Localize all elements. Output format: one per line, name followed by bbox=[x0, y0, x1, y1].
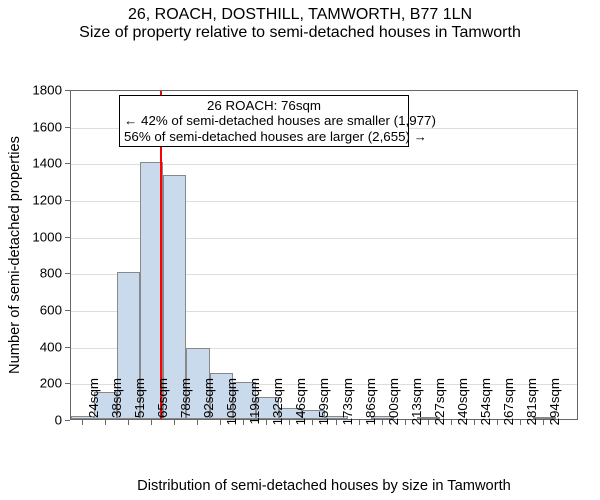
x-tick-mark bbox=[451, 420, 452, 425]
x-tick-label: 240sqm bbox=[455, 378, 470, 428]
x-tick-label: 92sqm bbox=[201, 378, 216, 428]
x-tick-label: 146sqm bbox=[293, 378, 308, 428]
x-tick-mark bbox=[474, 420, 475, 425]
plot-area: 26 ROACH: 76sqm← 42% of semi-detached ho… bbox=[70, 90, 578, 420]
x-tick-label: 24sqm bbox=[86, 378, 101, 428]
x-tick-mark bbox=[382, 420, 383, 425]
x-tick-mark bbox=[543, 420, 544, 425]
y-tick-label: 0 bbox=[28, 413, 62, 428]
y-tick-label: 1000 bbox=[28, 229, 62, 244]
x-tick-label: 200sqm bbox=[386, 378, 401, 428]
x-tick-label: 281sqm bbox=[524, 378, 539, 428]
x-tick-mark bbox=[151, 420, 152, 425]
y-tick-label: 400 bbox=[28, 339, 62, 354]
y-tick-mark bbox=[65, 90, 70, 91]
x-tick-mark bbox=[312, 420, 313, 425]
x-tick-label: 105sqm bbox=[224, 378, 239, 428]
y-axis-label: Number of semi-detached properties bbox=[7, 90, 23, 420]
y-tick-label: 1400 bbox=[28, 156, 62, 171]
x-tick-mark bbox=[289, 420, 290, 425]
x-tick-mark bbox=[266, 420, 267, 425]
x-tick-mark bbox=[405, 420, 406, 425]
y-tick-label: 200 bbox=[28, 376, 62, 391]
y-tick-label: 600 bbox=[28, 303, 62, 318]
y-tick-label: 1600 bbox=[28, 119, 62, 134]
x-tick-label: 119sqm bbox=[247, 378, 262, 428]
x-tick-mark bbox=[128, 420, 129, 425]
y-tick-mark bbox=[65, 347, 70, 348]
y-tick-mark bbox=[65, 237, 70, 238]
y-tick-label: 1200 bbox=[28, 193, 62, 208]
x-tick-label: 186sqm bbox=[363, 378, 378, 428]
title-line-2: Size of property relative to semi-detach… bbox=[0, 24, 600, 42]
annotation-line: 56% of semi-detached houses are larger (… bbox=[124, 129, 404, 144]
y-tick-mark bbox=[65, 200, 70, 201]
x-tick-mark bbox=[243, 420, 244, 425]
x-tick-mark bbox=[105, 420, 106, 425]
annotation-box: 26 ROACH: 76sqm← 42% of semi-detached ho… bbox=[119, 95, 409, 147]
chart-titles: 26, ROACH, DOSTHILL, TAMWORTH, B77 1LN S… bbox=[0, 0, 600, 42]
x-tick-mark bbox=[520, 420, 521, 425]
x-tick-label: 51sqm bbox=[132, 378, 147, 428]
x-tick-mark bbox=[428, 420, 429, 425]
annotation-line: ← 42% of semi-detached houses are smalle… bbox=[124, 113, 404, 128]
y-tick-mark bbox=[65, 273, 70, 274]
x-tick-mark bbox=[359, 420, 360, 425]
x-tick-label: 227sqm bbox=[432, 378, 447, 428]
x-tick-label: 132sqm bbox=[270, 378, 285, 428]
x-axis-label: Distribution of semi-detached houses by … bbox=[70, 478, 578, 494]
y-tick-label: 1800 bbox=[28, 83, 62, 98]
y-tick-mark bbox=[65, 420, 70, 421]
x-tick-label: 65sqm bbox=[155, 378, 170, 428]
x-tick-label: 38sqm bbox=[109, 378, 124, 428]
y-tick-mark bbox=[65, 163, 70, 164]
y-tick-mark bbox=[65, 127, 70, 128]
x-tick-mark bbox=[197, 420, 198, 425]
x-tick-label: 254sqm bbox=[478, 378, 493, 428]
x-tick-label: 78sqm bbox=[178, 378, 193, 428]
x-tick-label: 294sqm bbox=[547, 378, 562, 428]
annotation-line: 26 ROACH: 76sqm bbox=[124, 98, 404, 113]
x-tick-mark bbox=[82, 420, 83, 425]
x-tick-mark bbox=[220, 420, 221, 425]
x-tick-mark bbox=[336, 420, 337, 425]
x-tick-label: 173sqm bbox=[340, 378, 355, 428]
x-tick-label: 267sqm bbox=[501, 378, 516, 428]
x-tick-label: 213sqm bbox=[409, 378, 424, 428]
y-tick-label: 800 bbox=[28, 266, 62, 281]
x-tick-mark bbox=[497, 420, 498, 425]
title-line-1: 26, ROACH, DOSTHILL, TAMWORTH, B77 1LN bbox=[0, 6, 600, 24]
y-tick-mark bbox=[65, 310, 70, 311]
y-tick-mark bbox=[65, 383, 70, 384]
x-tick-mark bbox=[174, 420, 175, 425]
x-tick-label: 159sqm bbox=[316, 378, 331, 428]
